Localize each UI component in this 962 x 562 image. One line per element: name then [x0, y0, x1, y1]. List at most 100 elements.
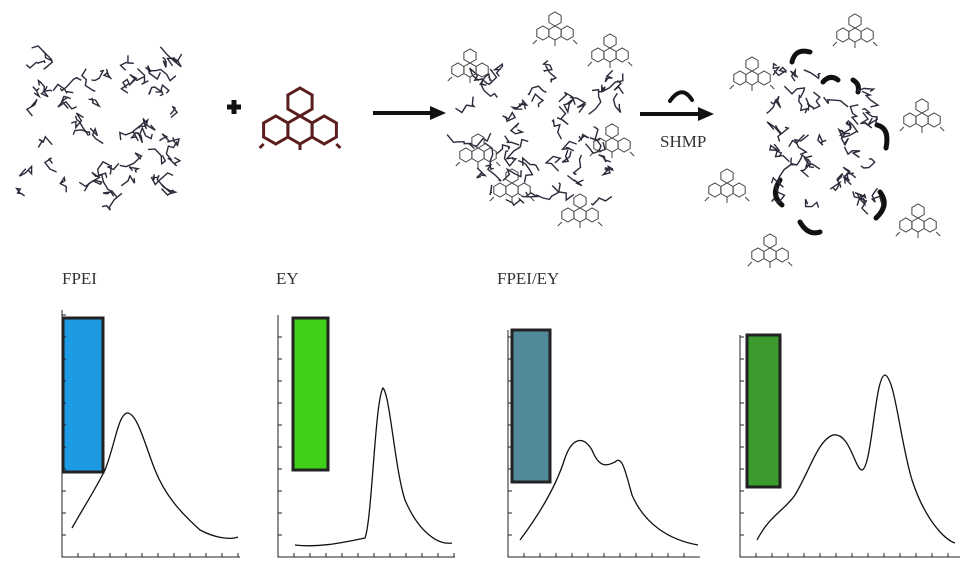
bond	[559, 92, 575, 104]
polymer	[447, 61, 623, 206]
bond	[573, 155, 581, 175]
ring	[916, 113, 928, 127]
bond	[167, 137, 179, 145]
bond	[45, 158, 57, 172]
ring	[904, 113, 916, 127]
ring	[746, 57, 758, 71]
bond	[859, 198, 868, 215]
bond	[562, 150, 571, 162]
bond	[490, 185, 492, 195]
bond	[767, 122, 781, 142]
bond	[42, 90, 52, 97]
reaction-arrow	[373, 106, 446, 120]
ring	[746, 71, 758, 85]
ring	[494, 183, 506, 197]
dye-molecule	[260, 88, 341, 150]
bond	[157, 175, 172, 195]
bond	[861, 159, 875, 168]
bond	[896, 232, 940, 238]
bond	[490, 197, 534, 203]
bond	[506, 199, 524, 205]
ring	[472, 134, 484, 148]
bond	[260, 144, 341, 150]
bond	[558, 222, 602, 228]
bond	[103, 191, 117, 197]
bond	[564, 99, 573, 112]
bond	[599, 155, 611, 162]
ring	[288, 88, 312, 116]
bond	[818, 135, 826, 145]
bond	[26, 61, 45, 68]
bond	[121, 55, 134, 70]
reaction-arrow	[640, 107, 714, 121]
ring	[606, 138, 618, 152]
bond	[32, 46, 52, 61]
bond	[104, 69, 111, 79]
ring	[916, 99, 928, 113]
ring	[912, 218, 924, 232]
bond	[505, 136, 519, 145]
bond	[495, 64, 503, 76]
ring	[312, 116, 336, 144]
ring	[472, 148, 484, 162]
dye-molecule	[588, 34, 632, 68]
ring	[604, 34, 616, 48]
bond	[813, 92, 820, 109]
ring	[562, 208, 574, 222]
cuvette	[747, 335, 780, 487]
ring	[561, 26, 573, 40]
bond	[90, 128, 103, 143]
polymer	[767, 64, 882, 215]
ring	[264, 116, 288, 144]
dye-molecule	[705, 169, 749, 203]
ring	[574, 208, 586, 222]
bond	[546, 157, 560, 172]
bond	[900, 127, 944, 133]
ring	[837, 28, 849, 42]
bond	[605, 70, 612, 82]
ring	[721, 183, 733, 197]
spectrum-label: FPEI/EY	[497, 269, 559, 288]
dye-molecule	[456, 134, 500, 168]
ring	[861, 28, 873, 42]
ring	[849, 14, 861, 28]
ring	[549, 26, 561, 40]
bond	[830, 183, 840, 191]
bond	[776, 125, 789, 133]
ring	[288, 116, 312, 144]
ring	[586, 208, 598, 222]
dye-molecule	[558, 194, 602, 228]
reagent-label: SHMP	[660, 132, 706, 151]
bond	[496, 145, 509, 154]
bond	[850, 105, 858, 125]
ring	[537, 26, 549, 40]
bond	[853, 191, 862, 198]
bond	[511, 123, 523, 134]
cuvette	[293, 318, 328, 470]
bond	[148, 149, 165, 164]
ring	[776, 248, 788, 262]
ring	[752, 248, 764, 262]
bond	[456, 162, 500, 168]
bond	[89, 98, 100, 106]
ring	[464, 49, 476, 63]
bond	[532, 94, 543, 107]
spectrum-label: EY	[276, 269, 299, 288]
bond	[567, 176, 583, 186]
dye-molecule	[448, 49, 492, 83]
ring	[549, 12, 561, 26]
ring	[452, 63, 464, 77]
plus-sign	[227, 100, 241, 114]
ring	[733, 183, 745, 197]
bond	[17, 189, 25, 196]
ring	[849, 28, 861, 42]
bond	[143, 118, 155, 130]
dye-molecule	[490, 169, 534, 203]
bond	[528, 86, 547, 94]
ring	[928, 113, 940, 127]
bond	[146, 66, 161, 80]
ring	[606, 124, 618, 138]
bond	[121, 175, 134, 186]
dye-molecule	[900, 99, 944, 133]
dye-molecule	[748, 234, 792, 268]
